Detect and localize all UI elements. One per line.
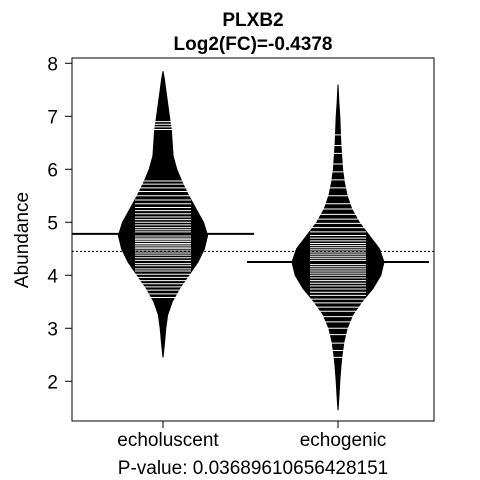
x-category-label: echoluscent — [117, 430, 219, 451]
y-tick-label: 5 — [47, 213, 58, 234]
y-tick-label: 7 — [47, 107, 58, 128]
bean-echoluscent — [72, 71, 254, 358]
p-value-label: P-value: 0.03689610656428151 — [118, 458, 388, 479]
y-tick-label: 4 — [47, 266, 58, 287]
x-axis: echoluscent echogenic — [117, 421, 386, 451]
x-category-label: echogenic — [300, 430, 387, 451]
y-axis: 2 3 4 5 6 7 8 — [47, 54, 72, 393]
chart-title: PLXB2 — [222, 10, 283, 31]
density-shape — [117, 71, 209, 358]
y-tick-label: 6 — [47, 160, 58, 181]
y-tick-label: 2 — [47, 372, 58, 393]
y-tick-label: 3 — [47, 319, 58, 340]
y-tick-label: 8 — [47, 54, 58, 75]
beans-layer — [72, 71, 429, 411]
y-axis-title: Abundance — [12, 192, 33, 288]
chart-subtitle: Log2(FC)=-0.4378 — [174, 34, 333, 55]
plot-frame — [71, 57, 435, 422]
bean-echogenic — [247, 84, 429, 411]
